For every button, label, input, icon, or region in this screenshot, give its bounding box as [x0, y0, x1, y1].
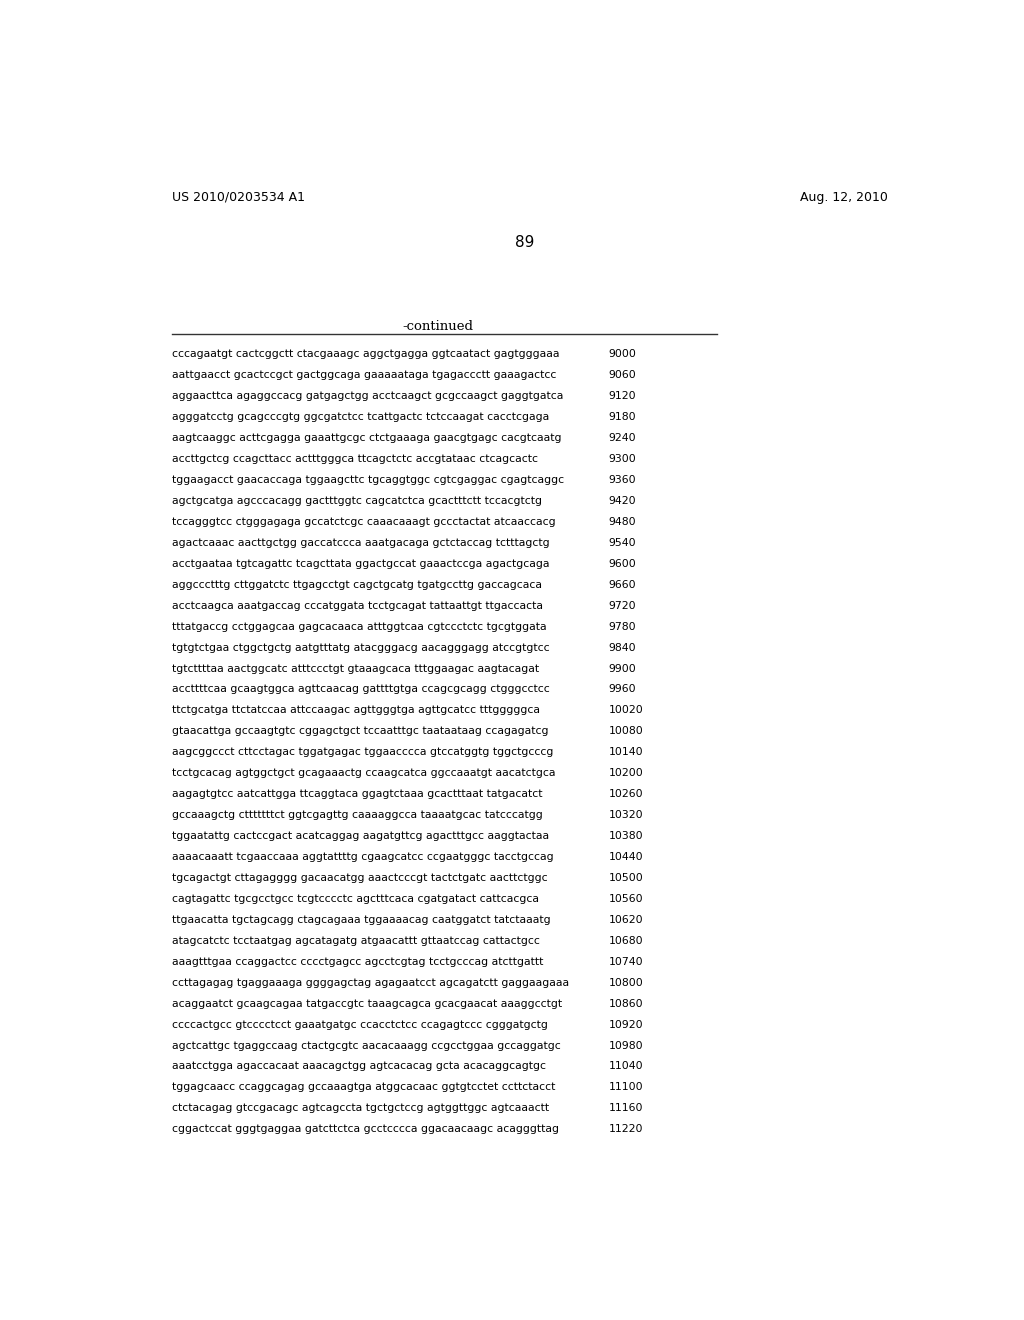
- Text: agctgcatga agcccacagg gactttggtc cagcatctca gcactttctt tccacgtctg: agctgcatga agcccacagg gactttggtc cagcatc…: [172, 496, 542, 506]
- Text: ccccactgcc gtcccctcct gaaatgatgc ccacctctcc ccagagtccc cgggatgctg: ccccactgcc gtcccctcct gaaatgatgc ccacctc…: [172, 1019, 548, 1030]
- Text: ttctgcatga ttctatccaa attccaagac agttgggtga agttgcatcc tttgggggca: ttctgcatga ttctatccaa attccaagac agttggg…: [172, 705, 541, 715]
- Text: 11220: 11220: [608, 1125, 643, 1134]
- Text: tggaagacct gaacaccaga tggaagcttc tgcaggtggc cgtcgaggac cgagtcaggc: tggaagacct gaacaccaga tggaagcttc tgcaggt…: [172, 475, 564, 484]
- Text: US 2010/0203534 A1: US 2010/0203534 A1: [172, 191, 305, 203]
- Text: 9780: 9780: [608, 622, 636, 632]
- Text: tgtgtctgaa ctggctgctg aatgtttatg atacgggacg aacagggagg atccgtgtcc: tgtgtctgaa ctggctgctg aatgtttatg atacggg…: [172, 643, 550, 652]
- Text: 9240: 9240: [608, 433, 636, 444]
- Text: 9540: 9540: [608, 537, 636, 548]
- Text: 10920: 10920: [608, 1019, 643, 1030]
- Text: cggactccat gggtgaggaa gatcttctca gcctcccca ggacaacaagc acagggttag: cggactccat gggtgaggaa gatcttctca gcctccc…: [172, 1125, 559, 1134]
- Text: 9900: 9900: [608, 664, 636, 673]
- Text: 10500: 10500: [608, 873, 643, 883]
- Text: 10560: 10560: [608, 894, 643, 904]
- Text: aagcggccct cttcctagac tggatgagac tggaacccca gtccatggtg tggctgcccg: aagcggccct cttcctagac tggatgagac tggaacc…: [172, 747, 554, 758]
- Text: 10740: 10740: [608, 957, 643, 966]
- Text: acaggaatct gcaagcagaa tatgaccgtc taaagcagca gcacgaacat aaaggcctgt: acaggaatct gcaagcagaa tatgaccgtc taaagca…: [172, 999, 562, 1008]
- Text: 10080: 10080: [608, 726, 643, 737]
- Text: 9000: 9000: [608, 350, 636, 359]
- Text: ttgaacatta tgctagcagg ctagcagaaa tggaaaacag caatggatct tatctaaatg: ttgaacatta tgctagcagg ctagcagaaa tggaaaa…: [172, 915, 551, 925]
- Text: tccagggtcc ctgggagaga gccatctcgc caaacaaagt gccctactat atcaaccacg: tccagggtcc ctgggagaga gccatctcgc caaacaa…: [172, 517, 556, 527]
- Text: 10320: 10320: [608, 810, 643, 820]
- Text: atagcatctc tcctaatgag agcatagatg atgaacattt gttaatccag cattactgcc: atagcatctc tcctaatgag agcatagatg atgaaca…: [172, 936, 540, 946]
- Text: 10620: 10620: [608, 915, 643, 925]
- Text: Aug. 12, 2010: Aug. 12, 2010: [800, 191, 888, 203]
- Text: gccaaagctg ctttttttct ggtcgagttg caaaaggcca taaaatgcac tatcccatgg: gccaaagctg ctttttttct ggtcgagttg caaaagg…: [172, 810, 543, 820]
- Text: accttgctcg ccagcttacc actttgggca ttcagctctc accgtataac ctcagcactc: accttgctcg ccagcttacc actttgggca ttcagct…: [172, 454, 539, 465]
- Text: 9060: 9060: [608, 371, 636, 380]
- Text: acctcaagca aaatgaccag cccatggata tcctgcagat tattaattgt ttgaccacta: acctcaagca aaatgaccag cccatggata tcctgca…: [172, 601, 543, 611]
- Text: aagagtgtcc aatcattgga ttcaggtaca ggagtctaaa gcactttaat tatgacatct: aagagtgtcc aatcattgga ttcaggtaca ggagtct…: [172, 789, 543, 799]
- Text: 10200: 10200: [608, 768, 643, 779]
- Text: 10440: 10440: [608, 851, 643, 862]
- Text: tgtcttttaa aactggcatc atttccctgt gtaaagcaca tttggaagac aagtacagat: tgtcttttaa aactggcatc atttccctgt gtaaagc…: [172, 664, 540, 673]
- Text: 9480: 9480: [608, 517, 636, 527]
- Text: 9840: 9840: [608, 643, 636, 652]
- Text: aaagtttgaa ccaggactcc cccctgagcc agcctcgtag tcctgcccag atcttgattt: aaagtttgaa ccaggactcc cccctgagcc agcctcg…: [172, 957, 544, 966]
- Text: tgcagactgt cttagagggg gacaacatgg aaactcccgt tactctgatc aacttctggc: tgcagactgt cttagagggg gacaacatgg aaactcc…: [172, 873, 548, 883]
- Text: 10980: 10980: [608, 1040, 643, 1051]
- Text: agactcaaac aacttgctgg gaccatccca aaatgacaga gctctaccag tctttagctg: agactcaaac aacttgctgg gaccatccca aaatgac…: [172, 537, 550, 548]
- Text: 11040: 11040: [608, 1061, 643, 1072]
- Text: cccagaatgt cactcggctt ctacgaaagc aggctgagga ggtcaatact gagtgggaaa: cccagaatgt cactcggctt ctacgaaagc aggctga…: [172, 350, 560, 359]
- Text: 9120: 9120: [608, 391, 636, 401]
- Text: 9300: 9300: [608, 454, 636, 465]
- Text: 10860: 10860: [608, 999, 643, 1008]
- Text: aaatcctgga agaccacaat aaacagctgg agtcacacag gcta acacaggcagtgc: aaatcctgga agaccacaat aaacagctgg agtcaca…: [172, 1061, 546, 1072]
- Text: ccttagagag tgaggaaaga ggggagctag agagaatcct agcagatctt gaggaagaaa: ccttagagag tgaggaaaga ggggagctag agagaat…: [172, 978, 569, 987]
- Text: acctgaataa tgtcagattc tcagcttata ggactgccat gaaactccga agactgcaga: acctgaataa tgtcagattc tcagcttata ggactgc…: [172, 558, 550, 569]
- Text: agctcattgc tgaggccaag ctactgcgtc aacacaaagg ccgcctggaa gccaggatgc: agctcattgc tgaggccaag ctactgcgtc aacacaa…: [172, 1040, 561, 1051]
- Text: aagtcaaggc acttcgagga gaaattgcgc ctctgaaaga gaacgtgagc cacgtcaatg: aagtcaaggc acttcgagga gaaattgcgc ctctgaa…: [172, 433, 562, 444]
- Text: agggatcctg gcagcccgtg ggcgatctcc tcattgactc tctccaagat cacctcgaga: agggatcctg gcagcccgtg ggcgatctcc tcattga…: [172, 412, 550, 422]
- Text: tggaatattg cactccgact acatcaggag aagatgttcg agactttgcc aaggtactaa: tggaatattg cactccgact acatcaggag aagatgt…: [172, 832, 549, 841]
- Text: 10800: 10800: [608, 978, 643, 987]
- Text: cagtagattc tgcgcctgcc tcgtcccctc agctttcaca cgatgatact cattcacgca: cagtagattc tgcgcctgcc tcgtcccctc agctttc…: [172, 894, 540, 904]
- Text: gtaacattga gccaagtgtc cggagctgct tccaatttgc taataataag ccagagatcg: gtaacattga gccaagtgtc cggagctgct tccaatt…: [172, 726, 549, 737]
- Text: 9420: 9420: [608, 496, 636, 506]
- Text: 9600: 9600: [608, 558, 636, 569]
- Text: ctctacagag gtccgacagc agtcagccta tgctgctccg agtggttggc agtcaaactt: ctctacagag gtccgacagc agtcagccta tgctgct…: [172, 1104, 549, 1113]
- Text: 9660: 9660: [608, 579, 636, 590]
- Text: tggagcaacc ccaggcagag gccaaagtga atggcacaac ggtgtcctet ccttctacct: tggagcaacc ccaggcagag gccaaagtga atggcac…: [172, 1082, 556, 1093]
- Text: 10140: 10140: [608, 747, 643, 758]
- Text: 9180: 9180: [608, 412, 636, 422]
- Text: aattgaacct gcactccgct gactggcaga gaaaaataga tgagaccctt gaaagactcc: aattgaacct gcactccgct gactggcaga gaaaaat…: [172, 371, 557, 380]
- Text: accttttcaa gcaagtggca agttcaacag gattttgtga ccagcgcagg ctgggcctcc: accttttcaa gcaagtggca agttcaacag gattttg…: [172, 685, 550, 694]
- Text: tttatgaccg cctggagcaa gagcacaaca atttggtcaa cgtccctctc tgcgtggata: tttatgaccg cctggagcaa gagcacaaca atttggt…: [172, 622, 547, 632]
- Text: 10020: 10020: [608, 705, 643, 715]
- Text: 9720: 9720: [608, 601, 636, 611]
- Text: -continued: -continued: [402, 321, 473, 333]
- Text: 89: 89: [515, 235, 535, 251]
- Text: 9960: 9960: [608, 685, 636, 694]
- Text: 11160: 11160: [608, 1104, 643, 1113]
- Text: aggccctttg cttggatctc ttgagcctgt cagctgcatg tgatgccttg gaccagcaca: aggccctttg cttggatctc ttgagcctgt cagctgc…: [172, 579, 542, 590]
- Text: 10260: 10260: [608, 789, 643, 799]
- Text: 10380: 10380: [608, 832, 643, 841]
- Text: 11100: 11100: [608, 1082, 643, 1093]
- Text: aaaacaaatt tcgaaccaaa aggtattttg cgaagcatcc ccgaatgggc tacctgccag: aaaacaaatt tcgaaccaaa aggtattttg cgaagca…: [172, 851, 554, 862]
- Text: 9360: 9360: [608, 475, 636, 484]
- Text: aggaacttca agaggccacg gatgagctgg acctcaagct gcgccaagct gaggtgatca: aggaacttca agaggccacg gatgagctgg acctcaa…: [172, 391, 563, 401]
- Text: 10680: 10680: [608, 936, 643, 946]
- Text: tcctgcacag agtggctgct gcagaaactg ccaagcatca ggccaaatgt aacatctgca: tcctgcacag agtggctgct gcagaaactg ccaagca…: [172, 768, 556, 779]
